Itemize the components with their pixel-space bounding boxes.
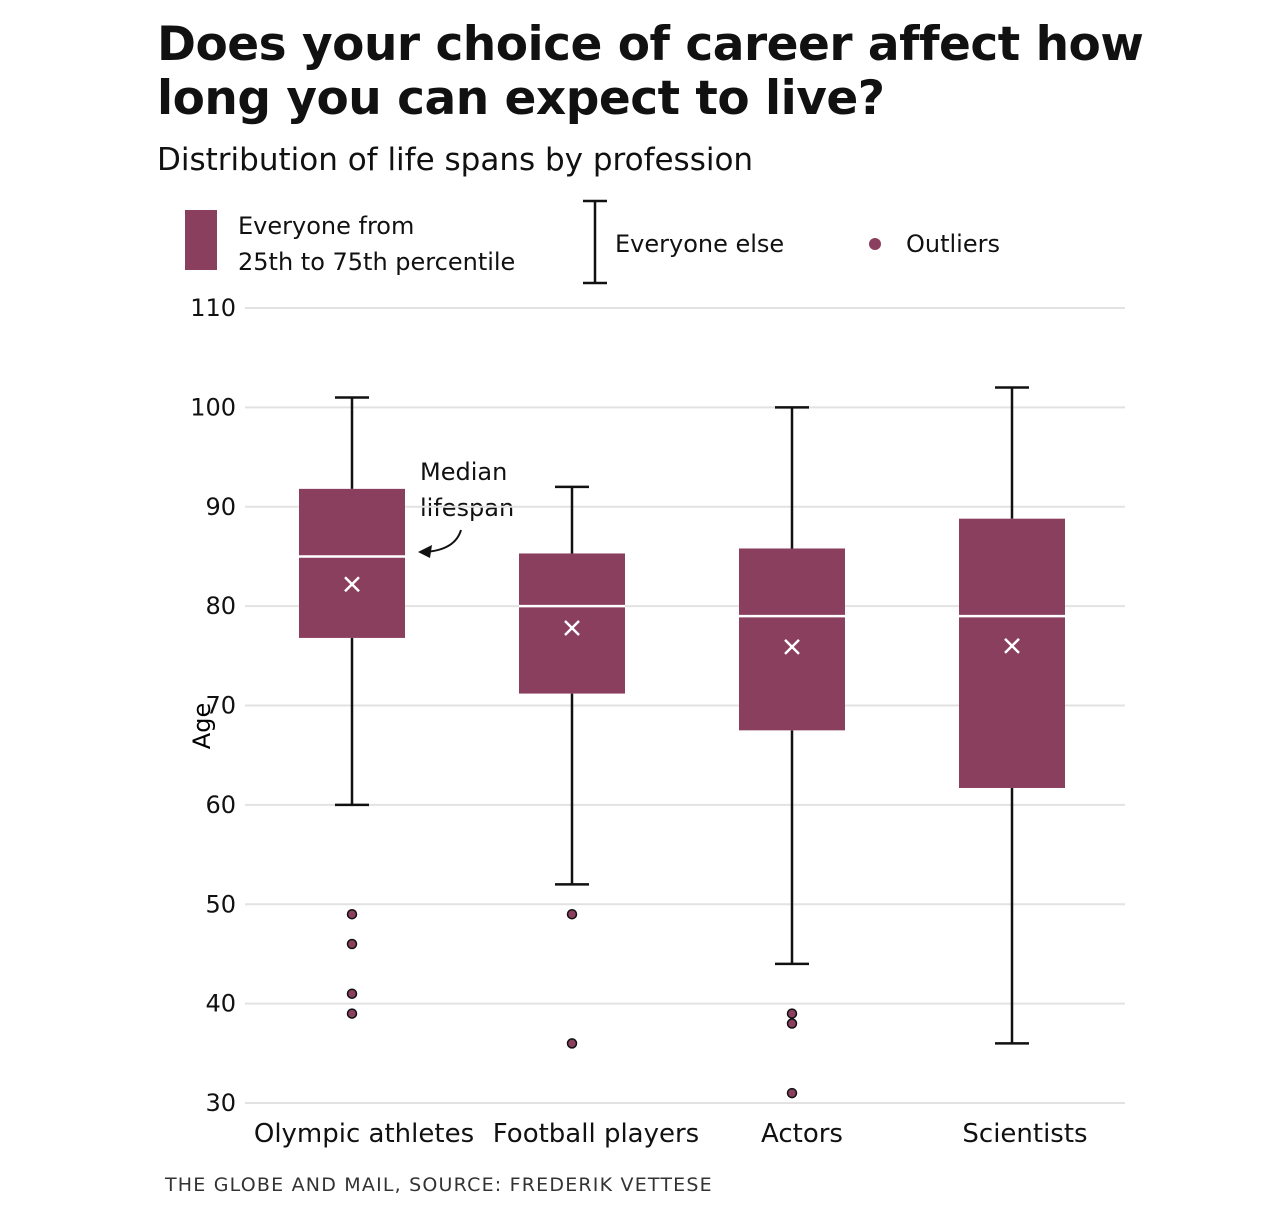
x-tick-label: Olympic athletes	[254, 1119, 474, 1149]
legend-box-label-line1: Everyone from	[238, 212, 415, 240]
y-tick-label: 40	[205, 990, 236, 1018]
mean-marker-stroke	[1004, 637, 1020, 654]
outlier-point	[346, 938, 358, 950]
outlier-point	[566, 1038, 578, 1049]
mean-marker	[1004, 637, 1020, 654]
median-annotation-line1: Median	[420, 458, 508, 486]
iqr-box	[299, 488, 405, 638]
mean-marker-stroke	[784, 638, 800, 655]
y-tick-label: 30	[205, 1089, 236, 1117]
outlier-point	[786, 1018, 798, 1029]
box-group	[519, 485, 625, 1049]
source-credit: THE GLOBE AND MAIL, SOURCE: FREDERIK VET…	[165, 1174, 713, 1196]
y-tick-label: 60	[205, 791, 236, 819]
outlier-point	[786, 1087, 798, 1099]
box-group	[739, 406, 845, 1099]
y-tick-label: 110	[190, 294, 236, 322]
box-group	[959, 386, 1065, 1045]
median-annotation-line2: lifespan	[420, 494, 515, 522]
chart-subtitle: Distribution of life spans by profession	[157, 142, 754, 178]
outlier-point	[786, 1008, 798, 1019]
legend-outlier-label: Outliers	[906, 230, 1000, 258]
mean-marker-stroke	[564, 620, 580, 636]
y-tick-label: 90	[205, 493, 236, 521]
chart-title: Does your choice of career affect how lo…	[157, 17, 1144, 126]
box-group	[299, 396, 405, 1019]
x-tick-label: Actors	[761, 1119, 843, 1149]
mean-marker	[784, 638, 800, 655]
y-tick-label: 100	[190, 393, 236, 421]
outlier-point	[566, 908, 578, 920]
iqr-box	[959, 518, 1065, 788]
mean-marker-stroke	[344, 576, 360, 593]
iqr-box	[519, 553, 625, 694]
x-tick-label: Scientists	[962, 1119, 1087, 1149]
median-annotation-arrow	[418, 529, 462, 558]
x-tick-label: Football players	[493, 1119, 699, 1149]
legend-box-swatch	[185, 210, 217, 270]
outlier-point	[346, 1008, 358, 1019]
outlier-point	[346, 988, 358, 999]
legend-box-label: Everyone from 25th to 75th percentile	[238, 208, 515, 280]
outlier-point	[346, 908, 358, 920]
legend-box-label-line2: 25th to 75th percentile	[238, 248, 516, 276]
y-tick-label: 50	[205, 890, 236, 918]
mean-marker	[564, 620, 580, 636]
y-axis-label: Age	[188, 703, 216, 749]
y-tick-label: 70	[205, 692, 236, 720]
legend-whisker-label: Everyone else	[615, 230, 785, 258]
iqr-box	[739, 548, 845, 731]
mean-marker	[344, 576, 360, 593]
legend-whisker-icon	[583, 199, 607, 285]
y-tick-label: 80	[205, 592, 236, 620]
legend-outlier-dot	[869, 238, 881, 250]
median-annotation: Median lifespan	[420, 454, 514, 526]
